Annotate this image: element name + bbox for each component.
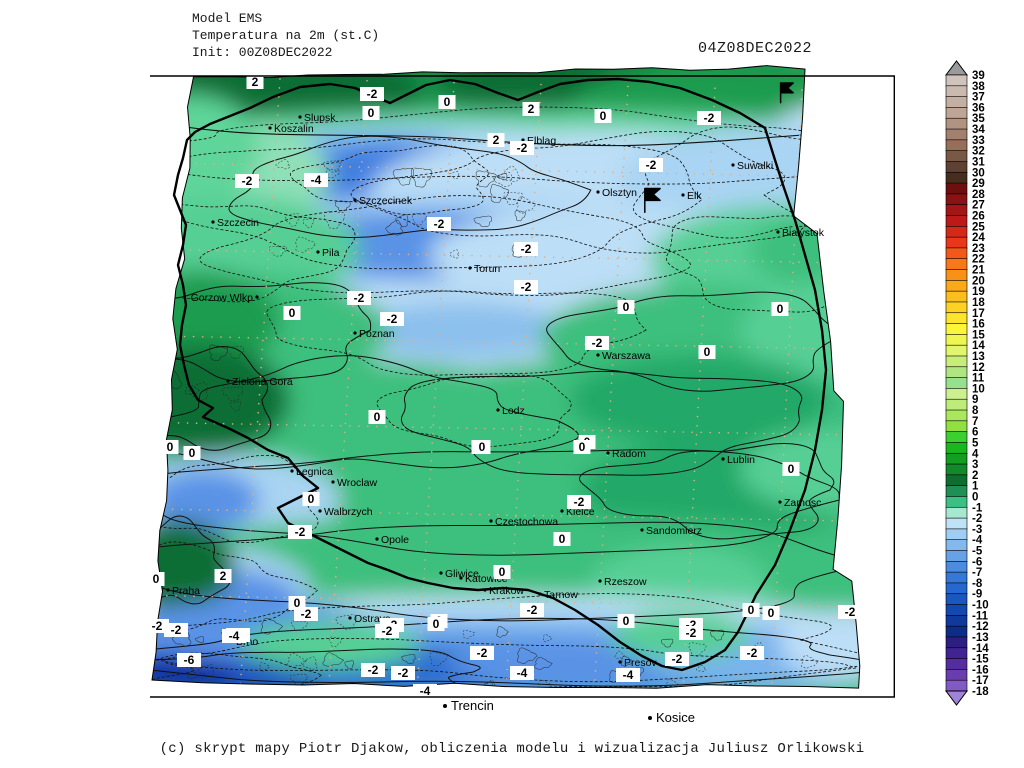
svg-text:-2: -2 xyxy=(354,291,365,305)
svg-text:-2: -2 xyxy=(301,607,312,621)
svg-text:-2: -2 xyxy=(592,336,603,350)
svg-text:0: 0 xyxy=(559,532,566,546)
svg-text:Czestochowa: Czestochowa xyxy=(495,516,558,528)
svg-text:0: 0 xyxy=(444,95,451,109)
svg-text:Sandomierz: Sandomierz xyxy=(646,525,702,537)
svg-text:0: 0 xyxy=(189,446,196,460)
svg-text:-2: -2 xyxy=(367,87,378,101)
svg-text:Szczecin: Szczecin xyxy=(217,217,259,229)
svg-text:-2: -2 xyxy=(242,174,253,188)
svg-text:Presov: Presov xyxy=(624,657,657,669)
svg-text:0: 0 xyxy=(768,606,775,620)
svg-text:-4: -4 xyxy=(229,629,240,643)
svg-text:-2: -2 xyxy=(382,624,393,638)
svg-text:-2: -2 xyxy=(704,111,715,125)
svg-text:-4: -4 xyxy=(517,666,528,680)
svg-text:-2: -2 xyxy=(527,603,538,617)
svg-text:-4: -4 xyxy=(623,668,634,682)
svg-text:-2: -2 xyxy=(434,217,445,231)
svg-text:Poznan: Poznan xyxy=(359,328,395,340)
svg-text:0: 0 xyxy=(289,306,296,320)
svg-text:0: 0 xyxy=(777,302,784,316)
svg-text:0: 0 xyxy=(433,617,440,631)
svg-text:0: 0 xyxy=(600,109,607,123)
svg-text:Opole: Opole xyxy=(381,534,409,546)
svg-text:-2: -2 xyxy=(398,666,409,680)
svg-text:-2: -2 xyxy=(646,158,657,172)
svg-text:0: 0 xyxy=(368,106,375,120)
svg-text:0: 0 xyxy=(579,440,586,454)
svg-text:0: 0 xyxy=(479,440,486,454)
svg-text:-2: -2 xyxy=(368,663,379,677)
svg-text:0: 0 xyxy=(499,565,506,579)
svg-text:0: 0 xyxy=(623,300,630,314)
svg-text:0: 0 xyxy=(704,345,711,359)
svg-text:0: 0 xyxy=(748,603,755,617)
svg-text:-2: -2 xyxy=(171,623,182,637)
svg-text:Lodz: Lodz xyxy=(502,405,525,417)
svg-text:-2: -2 xyxy=(672,652,683,666)
svg-text:Bialystok: Bialystok xyxy=(782,227,825,239)
svg-text:-2: -2 xyxy=(686,626,697,640)
svg-text:Trencin: Trencin xyxy=(451,698,494,713)
svg-text:Legnica: Legnica xyxy=(296,466,333,478)
svg-text:Praha: Praha xyxy=(172,585,200,597)
svg-text:Elk: Elk xyxy=(687,190,702,202)
svg-text:Zielona Gora: Zielona Gora xyxy=(232,376,293,388)
svg-text:Koszalin: Koszalin xyxy=(274,123,314,135)
svg-text:2: 2 xyxy=(220,569,227,583)
svg-text:Olsztyn: Olsztyn xyxy=(602,187,637,199)
svg-text:-2: -2 xyxy=(747,646,758,660)
svg-text:Warszawa: Warszawa xyxy=(602,350,651,362)
svg-text:-2: -2 xyxy=(521,280,532,294)
svg-text:0: 0 xyxy=(374,410,381,424)
svg-text:Wroclaw: Wroclaw xyxy=(337,477,377,489)
svg-text:Tarnow: Tarnow xyxy=(544,589,578,601)
svg-text:Lublin: Lublin xyxy=(727,454,755,466)
svg-text:-2: -2 xyxy=(477,646,488,660)
svg-text:Walbrzych: Walbrzych xyxy=(324,506,373,518)
svg-text:Szczecinek: Szczecinek xyxy=(359,195,413,207)
svg-text:0: 0 xyxy=(167,440,174,454)
svg-text:-2: -2 xyxy=(574,495,585,509)
svg-text:Rzeszow: Rzeszow xyxy=(604,576,647,588)
svg-text:-2: -2 xyxy=(387,312,398,326)
svg-text:-2: -2 xyxy=(152,619,163,633)
svg-text:2: 2 xyxy=(528,102,535,116)
svg-text:-18: -18 xyxy=(972,686,989,698)
svg-text:0: 0 xyxy=(623,614,630,628)
svg-text:Radom: Radom xyxy=(612,448,646,460)
svg-text:-2: -2 xyxy=(521,242,532,256)
svg-text:Gorzow Wlkp: Gorzow Wlkp xyxy=(191,292,254,304)
svg-text:-4: -4 xyxy=(311,173,322,187)
svg-text:Torun: Torun xyxy=(474,263,500,275)
svg-text:-6: -6 xyxy=(184,653,195,667)
svg-text:Kosice: Kosice xyxy=(656,710,695,725)
svg-text:2: 2 xyxy=(493,133,500,147)
svg-text:0: 0 xyxy=(308,492,315,506)
svg-text:Pila: Pila xyxy=(322,247,340,259)
svg-text:0: 0 xyxy=(153,572,160,586)
svg-text:2: 2 xyxy=(252,75,259,89)
svg-text:0: 0 xyxy=(788,462,795,476)
svg-text:-2: -2 xyxy=(845,605,856,619)
svg-text:Zamosc: Zamosc xyxy=(784,497,821,509)
svg-text:-2: -2 xyxy=(517,141,528,155)
svg-text:Krakow: Krakow xyxy=(489,585,524,597)
svg-text:Suwalki: Suwalki xyxy=(737,160,773,172)
svg-text:-4: -4 xyxy=(420,684,431,698)
svg-text:-2: -2 xyxy=(295,525,306,539)
